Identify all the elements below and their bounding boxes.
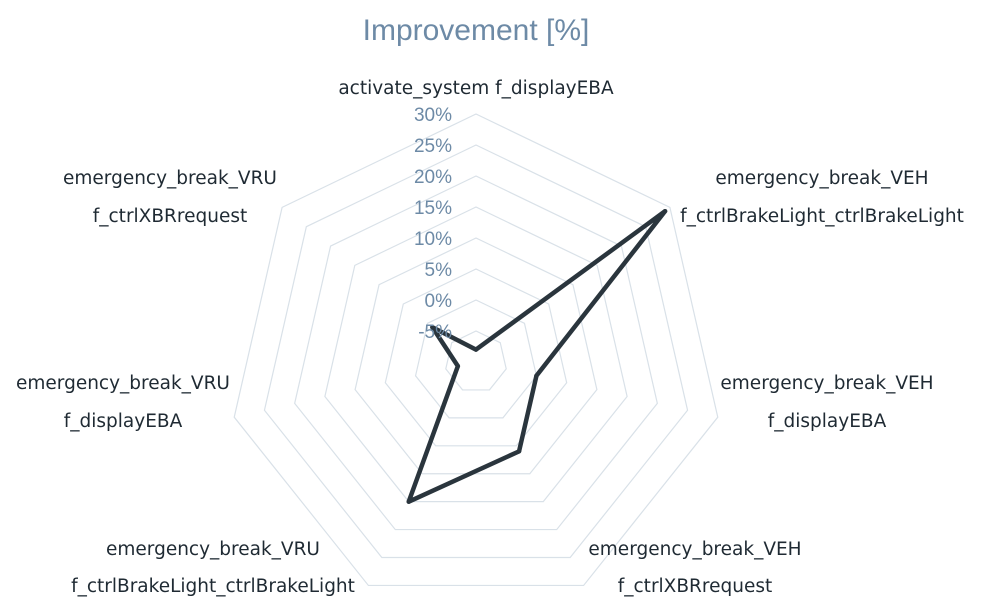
category-label-7-line1: emergency_break_VRU [63,168,277,189]
category-label-3-line2: f_displayEBA [768,411,887,432]
category-label-5-line2: f_ctrlBrakeLight_ctrlBrakeLight [71,576,355,597]
category-label-5-line1: emergency_break_VRU [106,539,320,560]
category-label-4-line2: f_ctrlXBRrequest [618,576,772,597]
tick-label: 25% [414,136,452,157]
chart-title: Improvement [%] [363,14,590,47]
category-label-2-line1: emergency_break_VEH [715,168,928,189]
grid-ring-3 [384,268,568,447]
tick-label: 15% [414,198,452,219]
category-label-7-line2: f_ctrlXBRrequest [93,206,247,227]
category-label-4-line1: emergency_break_VEH [588,539,801,560]
category-label-3-line1: emergency_break_VEH [720,373,933,394]
grid-ring-7 [263,144,689,559]
grid-ring-8 [233,113,719,587]
tick-label: 30% [414,105,452,126]
tick-labels: -5% 0% 5% 10% 15% 20% 25% 30% [414,105,452,343]
data-point-4 [516,449,522,454]
grid-ring-1 [445,330,507,391]
grid-ring-4 [354,237,598,475]
tick-label: 5% [425,260,453,281]
grid-ring-6 [294,175,658,531]
grid-ring-5 [324,206,628,503]
data-point-6 [455,363,461,369]
data-point-2 [662,209,668,214]
series-layer [406,208,668,504]
series-line-1 [406,208,668,504]
category-label-1: activate_system f_displayEBA [338,78,614,99]
tick-label: 0% [425,291,453,312]
data-point-1 [473,347,479,352]
tick-label: 10% [414,229,452,250]
grid-ring-2 [414,299,538,419]
tick-label: 20% [414,167,452,188]
data-point-3 [534,373,539,378]
category-labels: activate_system f_displayEBA emergency_b… [16,78,964,597]
category-label-6-line2: f_displayEBA [64,411,183,432]
data-point-5 [406,499,411,504]
category-label-6-line1: emergency_break_VRU [16,373,230,394]
data-point-7 [430,325,435,330]
tick-label: -5% [418,322,452,343]
grid-layer [233,113,719,587]
category-label-2-line2: f_ctrlBrakeLight_ctrlBrakeLight [680,206,964,227]
